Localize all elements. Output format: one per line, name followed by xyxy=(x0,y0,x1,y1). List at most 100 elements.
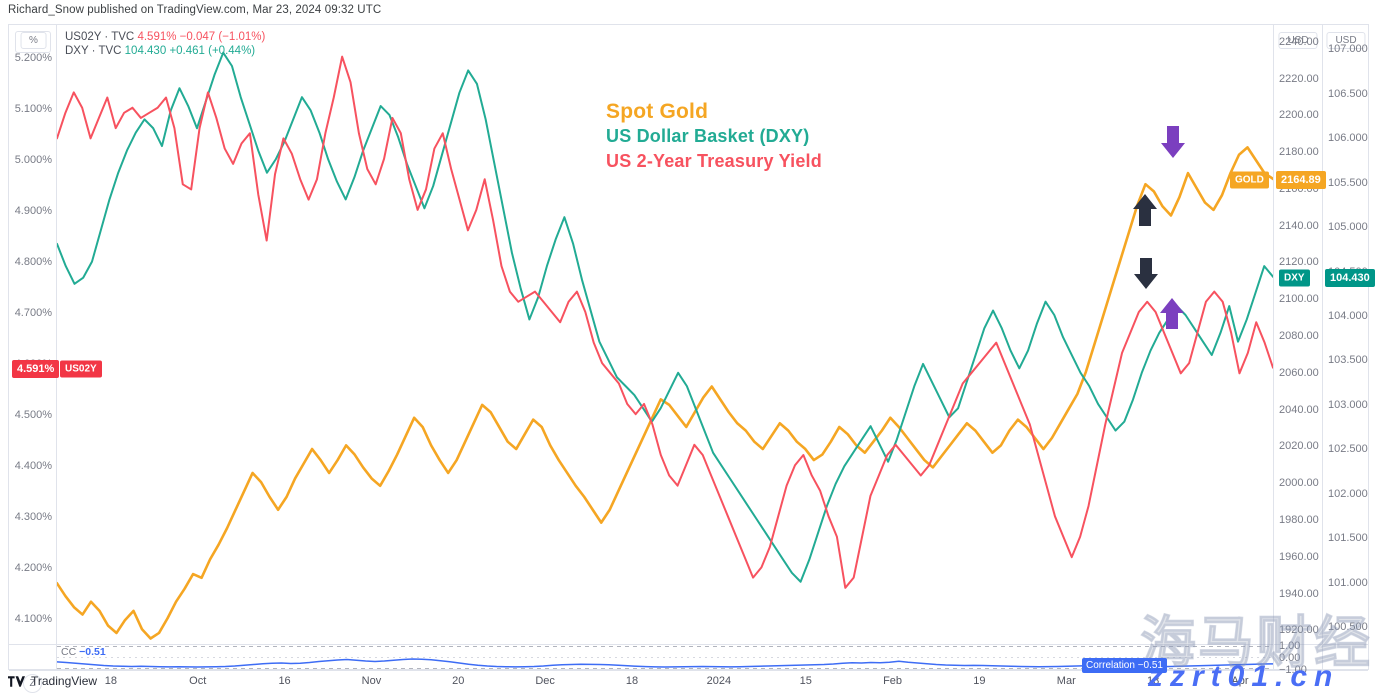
scale-mid-tick: 2240.00 xyxy=(1279,35,1319,48)
scale-mid-tick: 2140.00 xyxy=(1279,219,1319,232)
time-axis-label: 18 xyxy=(104,675,117,687)
time-axis-label: Dec xyxy=(535,675,555,687)
series-legend: US02Y · TVC 4.591% −0.047 (−1.01%) DXY ·… xyxy=(65,30,265,58)
mid-scale-separator xyxy=(1273,25,1274,669)
scale-mid-tick: 1940.00 xyxy=(1279,587,1319,600)
correlation-svg xyxy=(56,646,1274,669)
scale-mid-tick: 2020.00 xyxy=(1279,440,1319,453)
scale-left-tick: 4.500% xyxy=(14,409,52,422)
scale-left-tick: 4.900% xyxy=(14,204,52,217)
time-axis-separator xyxy=(9,670,1368,671)
scale-right-tick: 105.000 xyxy=(1328,221,1368,234)
scale-mid-tick: 2120.00 xyxy=(1279,256,1319,269)
right-scale-separator xyxy=(1322,25,1323,669)
title-dxy: US Dollar Basket (DXY) xyxy=(606,126,810,146)
scale-mid-current-price-badge: 2164.89 xyxy=(1276,170,1326,189)
correlation-pane[interactable]: CC −0.51 Correlation −0.51 xyxy=(56,645,1274,673)
scale-right-tick: 102.500 xyxy=(1328,443,1368,456)
scale-mid-tick: 2080.00 xyxy=(1279,330,1319,342)
scale-right-tick: 101.500 xyxy=(1328,532,1368,545)
time-axis-label: 2024 xyxy=(706,675,732,687)
time-axis-label: 15 xyxy=(799,675,812,687)
legend-last-us02y: 4.591% xyxy=(137,31,177,43)
scale-mid-ticker-tag: GOLD xyxy=(1230,171,1269,189)
dxy-line xyxy=(57,51,1273,583)
left-scale-unit: % xyxy=(20,32,47,49)
scale-mid-tick: 2100.00 xyxy=(1279,293,1319,306)
time-axis-label: 20 xyxy=(452,675,465,687)
time-axis-label: Apr xyxy=(1231,675,1249,687)
correlation-scale: 1.00 0.00 −1.00 xyxy=(1274,640,1322,676)
gold-scale-unit: USD xyxy=(1278,32,1318,49)
title-us02y: US 2-Year Treasury Yield xyxy=(606,151,822,171)
price-series-svg xyxy=(57,51,1273,640)
scale-right-ticker-tag: DXY xyxy=(1279,269,1310,287)
scale-left-tick: 4.100% xyxy=(14,613,52,626)
scale-left-tick: 5.200% xyxy=(14,51,52,64)
time-axis-label: Feb xyxy=(883,675,903,687)
us02y-line xyxy=(57,55,1273,589)
legend-change-dxy: +0.461 xyxy=(169,45,205,57)
attribution-text: Richard_Snow published on TradingView.co… xyxy=(8,4,382,16)
legend-row-dxy[interactable]: DXY · TVC 104.430 +0.461 (+0.44%) xyxy=(65,44,265,58)
legend-percent-dxy: (+0.44%) xyxy=(208,45,256,57)
main-plot-area[interactable] xyxy=(57,26,1273,644)
scale-right-tick: 101.000 xyxy=(1328,576,1368,589)
legend-percent-us02y: (−1.01%) xyxy=(218,31,266,43)
time-axis-label: 16 xyxy=(278,675,291,687)
legend-symbol-dxy: DXY · TVC xyxy=(65,45,122,57)
correlation-scale-tick: −1.00 xyxy=(1279,664,1307,676)
scale-left-tick: 4.700% xyxy=(14,307,52,320)
scale-mid-tick: 2220.00 xyxy=(1279,72,1319,85)
scale-right-tick: 106.500 xyxy=(1328,87,1368,100)
scale-mid-tick: 1960.00 xyxy=(1279,550,1319,563)
scale-left-tick: 4.800% xyxy=(14,255,52,268)
time-axis-label: Mar xyxy=(1056,675,1076,687)
chart-frame: % US02Y · TVC 4.591% −0.047 (−1.01%) DXY… xyxy=(8,24,1375,693)
correlation-scale-tick: 0.00 xyxy=(1279,652,1301,664)
scale-left-tick: 4.300% xyxy=(14,511,52,524)
tradingview-logo-icon xyxy=(8,675,25,687)
chart-title-legend: Spot Gold US Dollar Basket (DXY) US 2-Ye… xyxy=(606,99,822,174)
time-axis-label: Nov xyxy=(361,675,382,687)
time-axis[interactable]: Z 18 Oct 16 Nov 20 Dec 18 2024 15 Feb 19 Mar 18 Apr xyxy=(9,671,1370,695)
title-spot-gold: Spot Gold xyxy=(606,100,709,123)
correlation-legend: CC −0.51 xyxy=(61,646,106,658)
scale-right-current-price-badge: 104.430 xyxy=(1325,268,1375,287)
tradingview-brand-label: TradingView xyxy=(31,674,98,688)
correlation-value-badge: Correlation −0.51 xyxy=(1082,658,1167,673)
time-axis-label: Oct xyxy=(189,675,207,687)
gold-support-up-arrow-icon xyxy=(1133,194,1157,226)
scale-left-ticker-tag: US02Y xyxy=(60,360,102,378)
tradingview-footer: TradingView xyxy=(8,674,97,688)
correlation-legend-name: CC xyxy=(61,646,77,658)
scale-mid-tick: 2040.00 xyxy=(1279,403,1319,416)
legend-row-us02y[interactable]: US02Y · TVC 4.591% −0.047 (−1.01%) xyxy=(65,30,265,44)
yield-top-down-arrow-icon xyxy=(1134,258,1158,289)
scale-left-tick: 4.200% xyxy=(14,562,52,575)
scale-right-tick: 100.500 xyxy=(1328,621,1368,634)
scale-left-current-price-badge: 4.591% xyxy=(12,359,60,378)
gold-price-scale[interactable]: USD 2240.002220.002200.002180.002160.002… xyxy=(1230,26,1326,644)
annotation-layer xyxy=(1133,126,1185,329)
legend-change-us02y: −0.047 xyxy=(179,31,216,43)
legend-symbol-us02y: US02Y · TVC xyxy=(65,31,135,43)
scale-right-tick: 104.000 xyxy=(1328,309,1368,322)
correlation-line xyxy=(56,658,1274,668)
scale-left-tick: 5.100% xyxy=(14,102,52,115)
dxy-price-scale[interactable]: USD 107.000 106.500 106.000 105.500 105.000 1… xyxy=(1279,26,1375,644)
scale-mid-tick: 1920.00 xyxy=(1279,624,1319,637)
scale-mid-tick: 2180.00 xyxy=(1279,146,1319,159)
scale-right-tick: 102.000 xyxy=(1328,487,1368,500)
left-scale-separator xyxy=(56,25,57,669)
spot-gold-line xyxy=(57,146,1273,640)
scale-right-tick: 107.000 xyxy=(1328,43,1368,56)
time-axis-label: 19 xyxy=(973,675,986,687)
scale-mid-tick: 2200.00 xyxy=(1279,109,1319,122)
zoom-reset-button[interactable]: Z xyxy=(23,674,42,693)
gold-top-down-arrow-icon xyxy=(1161,126,1185,158)
legend-last-dxy: 104.430 xyxy=(124,45,167,57)
pane-separator xyxy=(9,644,1368,645)
left-price-scale[interactable]: % 5.200% 5.100% 5.000% 4.900% 4.800% 4.700% 4.… xyxy=(10,26,102,644)
